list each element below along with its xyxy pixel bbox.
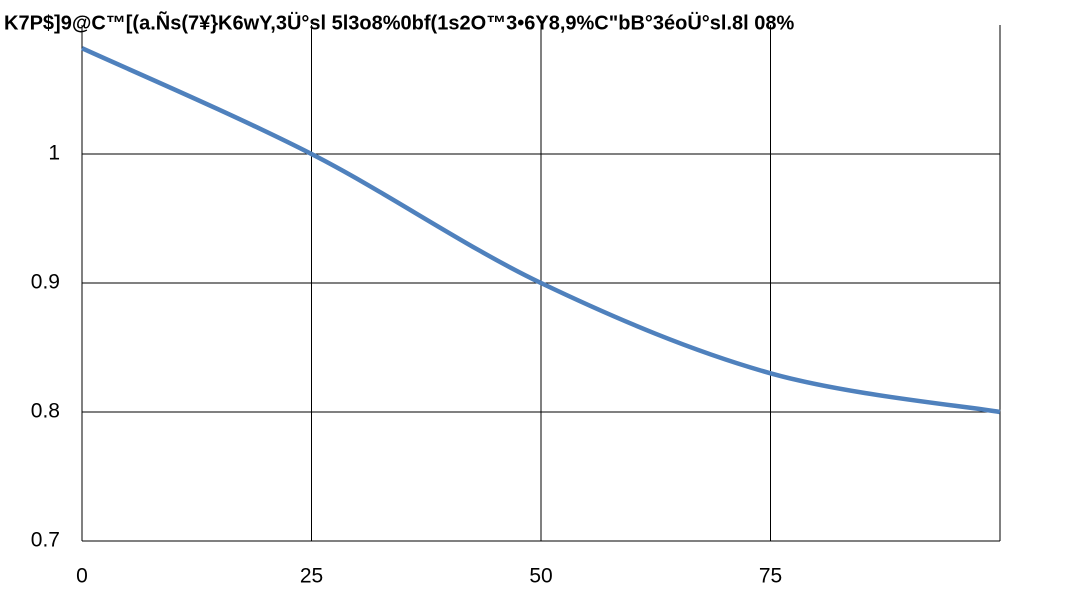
y-tick-label: 0.8 — [31, 400, 60, 423]
x-tick-label: 75 — [759, 565, 782, 588]
x-tick-label: 50 — [529, 565, 552, 588]
y-tick-label: 0.7 — [31, 529, 60, 552]
y-tick-label: 1 — [48, 142, 60, 165]
x-tick-label: 0 — [76, 565, 88, 588]
line-series — [81, 46, 1001, 415]
x-tick-label: 25 — [300, 565, 323, 588]
chart-title: K7P$]9@C™[(a.Ñs(7¥}K6wY,3Ü°sl 5l3o8%0bf(… — [4, 11, 795, 34]
y-tick-label: 0.9 — [31, 271, 60, 294]
